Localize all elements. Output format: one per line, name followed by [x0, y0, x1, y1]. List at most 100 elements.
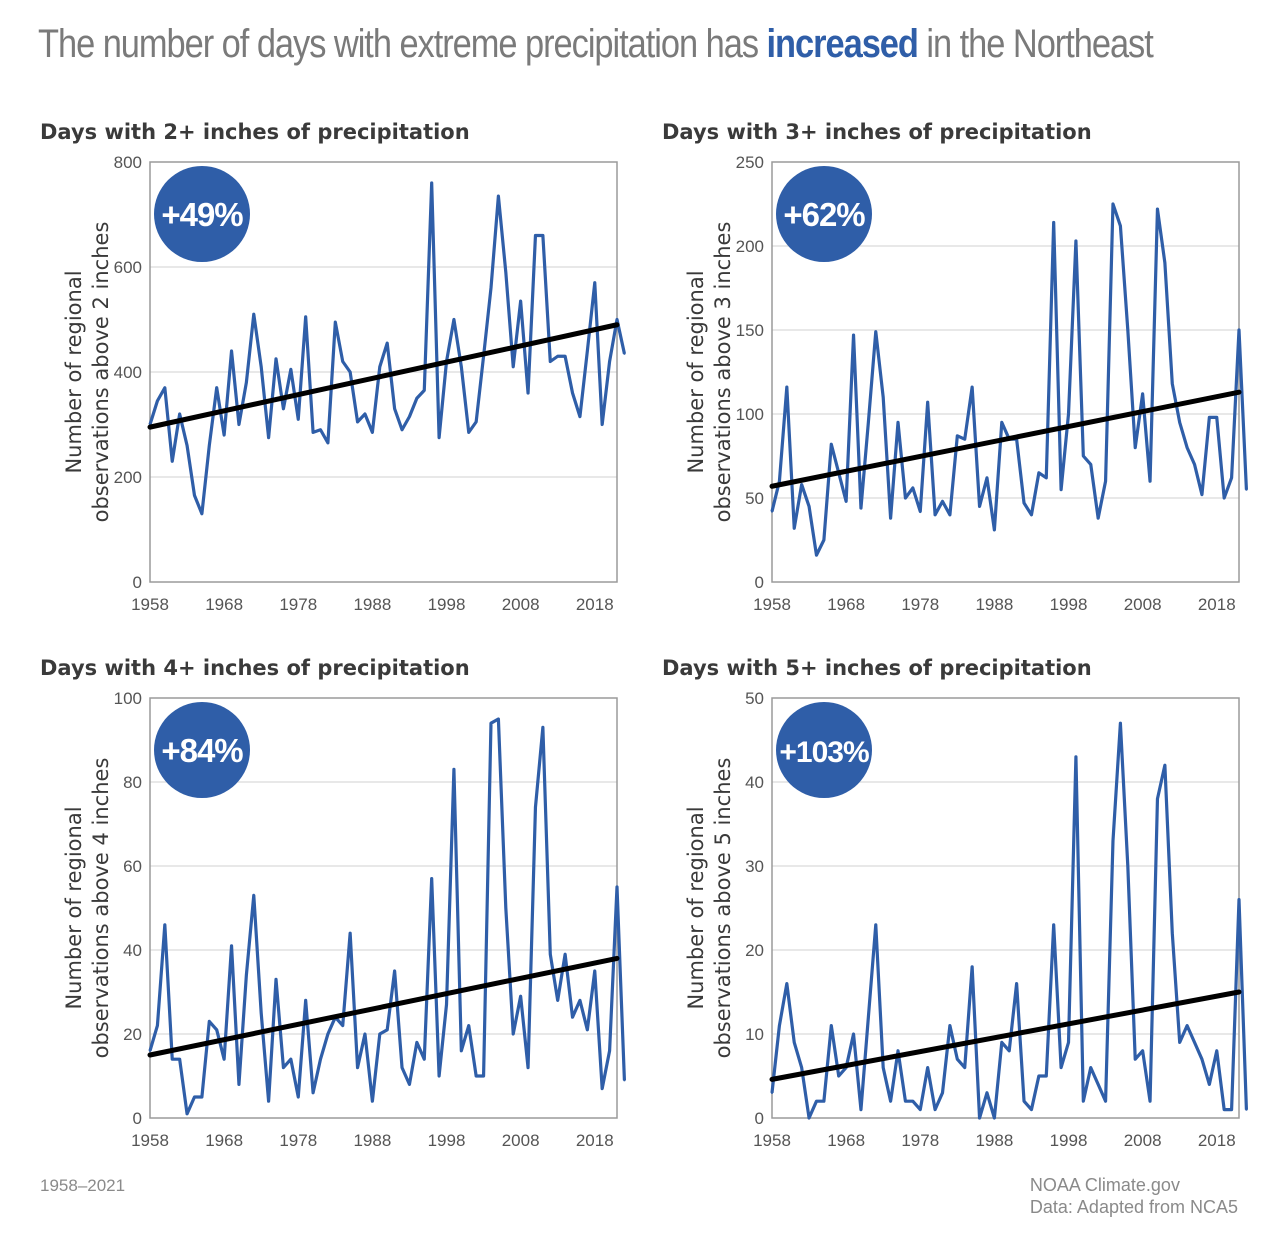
data-point	[800, 1066, 803, 1069]
chart-title: Days with 5+ inches of precipitation	[662, 656, 1092, 680]
x-tick-label: 1958	[131, 1131, 169, 1150]
data-point	[1222, 1108, 1226, 1111]
data-point	[1237, 898, 1241, 901]
percent-badge	[776, 702, 872, 798]
data-point	[193, 494, 196, 497]
data-point	[415, 397, 419, 400]
data-point	[297, 1095, 300, 1099]
x-tick-label: 1958	[753, 1131, 791, 1150]
data-point	[289, 368, 293, 371]
percent-badge-label: +103%	[779, 736, 869, 769]
x-tick-label: 1978	[279, 1131, 317, 1150]
data-point	[1171, 932, 1174, 935]
data-point	[423, 389, 426, 392]
data-point	[512, 1032, 515, 1036]
data-point	[874, 923, 877, 926]
data-point	[252, 313, 255, 316]
data-point	[889, 1100, 892, 1103]
data-point	[452, 318, 456, 321]
data-point	[1141, 1049, 1144, 1052]
data-point	[526, 391, 530, 395]
data-point	[1052, 221, 1055, 224]
x-tick-label: 1968	[205, 1131, 243, 1150]
data-point	[623, 352, 626, 355]
data-point	[993, 528, 996, 532]
data-point	[1111, 202, 1115, 206]
data-point	[274, 357, 278, 361]
data-point	[1037, 1074, 1041, 1078]
y-tick-label: 50	[745, 689, 764, 708]
y-tick-label: 10	[745, 1025, 764, 1044]
data-point	[489, 722, 493, 725]
x-tick-label: 2018	[1198, 595, 1236, 614]
data-point	[445, 1003, 448, 1006]
data-point	[1237, 328, 1241, 332]
chart-title: Days with 4+ inches of precipitation	[40, 656, 470, 680]
data-point	[985, 1091, 989, 1094]
y-axis-label: Number of regional observations above 2 i…	[62, 222, 113, 523]
data-point	[800, 483, 803, 486]
data-point	[1000, 421, 1003, 424]
data-point	[437, 436, 441, 439]
data-point	[178, 412, 181, 416]
data-point	[1222, 496, 1226, 500]
data-point	[586, 349, 589, 353]
data-point	[497, 717, 500, 721]
y-axis-label-line: observations above 4 inches	[89, 758, 113, 1059]
data-point	[549, 953, 552, 956]
data-point	[1022, 501, 1026, 505]
data-point	[830, 443, 833, 446]
data-point	[245, 974, 248, 977]
y-tick-label: 600	[114, 258, 142, 277]
y-tick-label: 80	[123, 773, 142, 792]
data-point	[222, 1058, 226, 1061]
data-point	[267, 436, 270, 439]
data-point	[230, 349, 233, 353]
data-point	[208, 1020, 211, 1023]
data-point	[504, 906, 508, 910]
data-point	[474, 420, 478, 424]
data-point	[941, 1091, 944, 1094]
x-tick-label: 1968	[205, 595, 243, 614]
y-axis-label-line: observations above 5 inches	[711, 758, 735, 1059]
source-line: Data: Adapted from NCA5	[1029, 1197, 1238, 1217]
data-point	[1171, 382, 1174, 385]
x-tick-label: 1958	[131, 595, 169, 614]
data-point	[556, 355, 559, 358]
data-point	[1215, 416, 1218, 419]
data-point	[970, 965, 974, 968]
data-point	[1089, 1066, 1092, 1069]
data-point	[770, 510, 774, 513]
x-tick-label: 2008	[502, 1131, 540, 1150]
data-point	[534, 234, 537, 237]
data-point	[259, 1011, 263, 1015]
y-axis-label: Number of regional observations above 3 i…	[684, 222, 735, 523]
data-point	[519, 995, 522, 998]
data-point	[770, 1091, 774, 1094]
data-point	[200, 512, 204, 515]
data-point	[993, 1116, 996, 1120]
data-point	[1185, 446, 1189, 449]
data-point	[541, 726, 545, 729]
percent-badge	[776, 166, 872, 262]
y-axis-label-line: observations above 3 inches	[711, 222, 735, 523]
data-point	[541, 234, 545, 237]
data-point	[474, 1074, 478, 1078]
data-point	[252, 894, 255, 897]
plot-frame	[149, 161, 618, 583]
y-axis-label: Number of regional observations above 5 i…	[684, 758, 735, 1059]
data-point	[408, 1083, 411, 1086]
data-point	[1030, 1108, 1033, 1111]
data-point	[1200, 1058, 1204, 1061]
data-point	[1037, 471, 1041, 474]
data-point	[297, 418, 300, 421]
x-tick-label: 2018	[576, 595, 614, 614]
data-point	[978, 505, 981, 508]
data-point	[282, 407, 285, 410]
data-point	[215, 386, 218, 389]
data-point	[371, 431, 374, 434]
data-point	[1178, 421, 1181, 424]
data-point	[348, 370, 352, 374]
data-point	[793, 1041, 796, 1044]
data-point	[519, 299, 522, 303]
